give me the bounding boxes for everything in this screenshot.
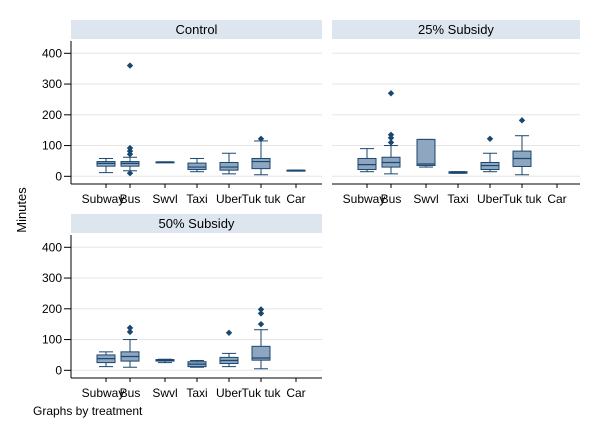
box-taxi	[187, 359, 207, 368]
box-uber	[219, 152, 239, 175]
box-subway	[357, 148, 377, 173]
outlier-point	[387, 134, 395, 142]
y-tick-label: 200	[42, 108, 62, 122]
y-tick-label: 100	[42, 139, 62, 153]
outlier-point	[257, 135, 265, 142]
outlier-point	[387, 139, 395, 146]
box-tuk-tuk	[512, 117, 532, 176]
y-tick-label: 200	[42, 302, 62, 316]
y-tick-label: 300	[42, 271, 62, 285]
y-tick-label: 400	[42, 46, 62, 60]
x-tick-label: Subway	[82, 386, 125, 400]
x-tick-label: Subway	[343, 192, 386, 206]
x-tick-label: Tuk tuk	[242, 386, 282, 400]
y-tick-label: 0	[55, 169, 62, 183]
x-tick-label: Uber	[477, 192, 503, 206]
box-taxi	[187, 157, 207, 173]
y-tick-label: 300	[42, 77, 62, 91]
x-tick-label: Taxi	[186, 386, 207, 400]
x-tick-label: Tuk tuk	[242, 192, 282, 206]
x-tick-label: Swvl	[152, 386, 177, 400]
box-car	[286, 169, 306, 172]
iqr-box	[416, 138, 436, 167]
iqr-box	[251, 157, 271, 170]
x-tick-label: Bus	[120, 192, 141, 206]
panel-strip-header	[71, 214, 322, 233]
box-uber	[480, 135, 500, 173]
y-tick-label: 0	[55, 363, 62, 377]
y-tick-label: 100	[42, 333, 62, 347]
x-tick-label: Subway	[82, 192, 125, 206]
footnote-graphs-by-treatment: Graphs by treatment	[33, 404, 143, 418]
iqr-box	[219, 161, 239, 171]
box-taxi	[448, 171, 468, 174]
outlier-point	[387, 90, 395, 97]
outlier-point	[257, 310, 265, 317]
outlier-point	[126, 62, 134, 69]
panel-title: Control	[176, 22, 218, 37]
x-tick-label: Bus	[381, 192, 402, 206]
outlier-point	[518, 117, 526, 124]
outlier-point	[126, 150, 134, 158]
panel-title: 50% Subsidy	[159, 216, 235, 231]
panel-strip-header	[71, 20, 322, 39]
x-tick-label: Swvl	[152, 192, 177, 206]
outlier-point	[225, 329, 233, 336]
box-tuk-tuk	[251, 306, 271, 370]
box-subway	[96, 157, 116, 174]
panel-strip-header	[332, 20, 580, 39]
x-tick-label: Car	[286, 192, 305, 206]
x-tick-label: Uber	[216, 192, 242, 206]
x-tick-label: Uber	[216, 386, 242, 400]
panel-title: 25% Subsidy	[418, 22, 494, 37]
box-tuk-tuk	[251, 135, 271, 176]
box-bus	[120, 324, 140, 368]
iqr-box	[251, 345, 271, 361]
x-tick-label: Car	[547, 192, 566, 206]
box-swvl	[155, 161, 175, 164]
box-subway	[96, 351, 116, 368]
x-tick-label: Car	[286, 386, 305, 400]
x-tick-label: Taxi	[186, 192, 207, 206]
box-bus	[381, 90, 401, 175]
outlier-point	[486, 135, 494, 142]
x-tick-label: Tuk tuk	[503, 192, 543, 206]
y-axis-title: Minutes	[14, 187, 29, 233]
outlier-point	[257, 320, 265, 328]
box-swvl	[416, 138, 436, 168]
outlier-point	[126, 170, 134, 177]
iqr-box	[187, 162, 207, 171]
x-tick-label: Swvl	[413, 192, 438, 206]
box-swvl	[155, 358, 175, 364]
outlier-point	[126, 324, 134, 332]
x-tick-label: Taxi	[447, 192, 468, 206]
outlier-point	[126, 328, 134, 336]
outlier-point	[257, 306, 265, 313]
iqr-box	[357, 157, 377, 171]
box-uber	[219, 329, 239, 368]
x-tick-label: Bus	[120, 386, 141, 400]
y-tick-label: 400	[42, 240, 62, 254]
box-bus	[120, 62, 140, 177]
